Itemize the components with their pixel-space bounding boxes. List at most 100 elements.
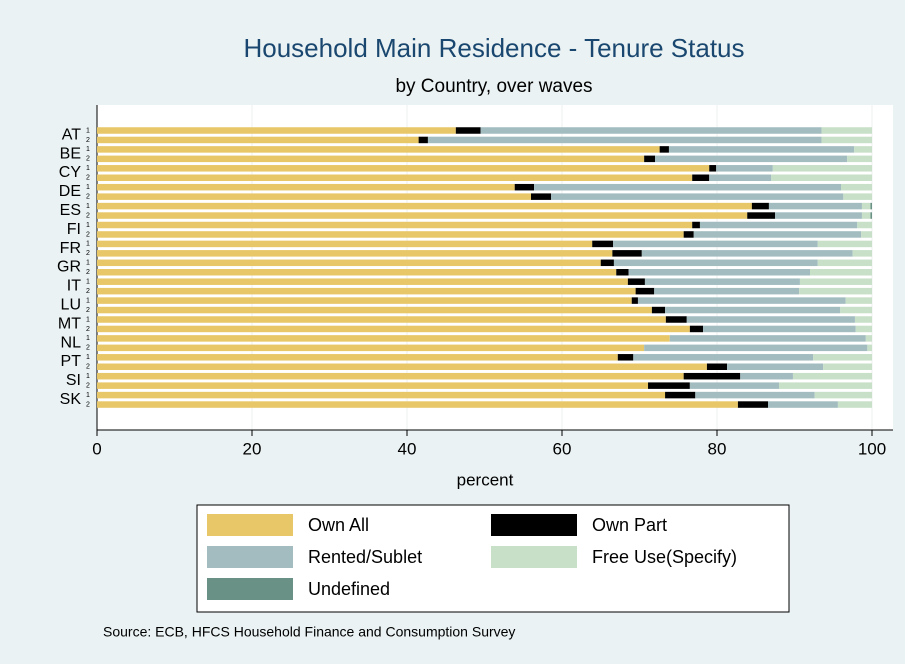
bar-segment (779, 382, 872, 389)
bar-segment (706, 363, 728, 370)
wave-label: 1 (86, 260, 90, 267)
country-label: ES (60, 202, 81, 219)
bar-segment (740, 372, 793, 380)
bar-segment (727, 363, 824, 370)
bar-segment (600, 259, 614, 267)
bar-segment (857, 221, 872, 229)
bar-segment (709, 174, 772, 181)
bar-segment (695, 391, 815, 399)
bar-segment (665, 391, 696, 399)
wave-label: 2 (86, 345, 90, 352)
bar-segment (845, 297, 872, 304)
bar-segment (633, 354, 814, 361)
bar-segment (97, 231, 684, 238)
bar-segment (768, 202, 862, 210)
bar-segment (703, 325, 856, 333)
bar-segment (693, 231, 862, 238)
bar-segment (644, 278, 800, 285)
bar-segment (613, 259, 818, 267)
wave-label: 1 (86, 297, 90, 304)
bar-segment (683, 372, 741, 380)
wave-label: 2 (86, 250, 90, 257)
chart-title: Household Main Residence - Tenure Status (243, 33, 744, 63)
bar-segment (534, 183, 841, 191)
bar-segment (644, 155, 655, 163)
legend-swatch (207, 546, 293, 568)
bar-segment (455, 127, 481, 134)
bar-segment (775, 212, 862, 219)
bar-segment (612, 250, 642, 257)
country-label: LU (61, 297, 81, 314)
wave-label: 2 (86, 231, 90, 238)
wave-label: 2 (86, 193, 90, 200)
wave-label: 2 (86, 269, 90, 276)
legend-swatch (207, 514, 293, 536)
bar-segment (799, 278, 872, 285)
x-axis-label: percent (457, 470, 514, 489)
bar-segment (480, 127, 822, 134)
bar-segment (97, 325, 690, 333)
legend-label: Own Part (592, 515, 667, 535)
country-label: SI (66, 372, 81, 389)
country-label: CY (59, 164, 82, 181)
country-label: BE (60, 145, 81, 162)
bar-segment (635, 287, 655, 295)
bar-segment (854, 146, 872, 153)
wave-label: 2 (86, 382, 90, 389)
bar-segment (855, 325, 872, 333)
wave-label: 1 (86, 279, 90, 286)
bar-segment (843, 193, 872, 200)
bar-segment (792, 372, 872, 380)
bar-segment (817, 240, 872, 248)
wave-label: 1 (86, 354, 90, 361)
bar-segment (97, 306, 652, 314)
bar-segment (631, 297, 638, 304)
wave-label: 2 (86, 175, 90, 182)
bar-segment (427, 136, 822, 144)
country-label: SK (60, 391, 82, 408)
bar-segment (768, 401, 838, 408)
wave-label: 1 (86, 392, 90, 399)
bar-segment (97, 287, 636, 295)
x-tick-label: 0 (92, 439, 101, 458)
bar-segment (97, 212, 748, 219)
bar-segment (841, 183, 872, 191)
bar-segment (821, 136, 872, 144)
x-tick-label: 40 (398, 439, 417, 458)
bar-segment (716, 165, 773, 172)
bar-segment (867, 344, 872, 352)
bar-segment (97, 165, 710, 172)
bar-segment (97, 221, 693, 229)
bar-segment (821, 127, 872, 134)
bar-segment (637, 297, 846, 304)
country-label: GR (57, 259, 81, 276)
bar-segment (616, 269, 629, 276)
bar-segment (97, 335, 670, 342)
bar-segment (861, 202, 871, 210)
wave-label: 1 (86, 184, 90, 191)
bar-segment (97, 155, 645, 163)
x-tick-label: 80 (708, 439, 727, 458)
wave-label: 2 (86, 307, 90, 314)
x-tick-label: 20 (243, 439, 262, 458)
wave-label: 2 (86, 156, 90, 163)
country-label: MT (58, 315, 81, 332)
country-label: PT (61, 353, 82, 370)
bar-segment (799, 287, 872, 295)
plot-area (97, 105, 893, 430)
wave-label: 1 (86, 222, 90, 229)
bar-segment (669, 335, 866, 342)
country-label: FI (67, 221, 81, 238)
bar-segment (870, 212, 872, 219)
bar-segment (699, 221, 858, 229)
bar-segment (97, 297, 632, 304)
bar-segment (870, 202, 872, 210)
wave-label: 2 (86, 137, 90, 144)
bar-segment (840, 306, 872, 314)
bar-segment (751, 202, 769, 210)
source-note: Source: ECB, HFCS Household Finance and … (103, 624, 515, 640)
bar-segment (97, 391, 666, 399)
bar-segment (709, 165, 717, 172)
bar-segment (692, 221, 700, 229)
